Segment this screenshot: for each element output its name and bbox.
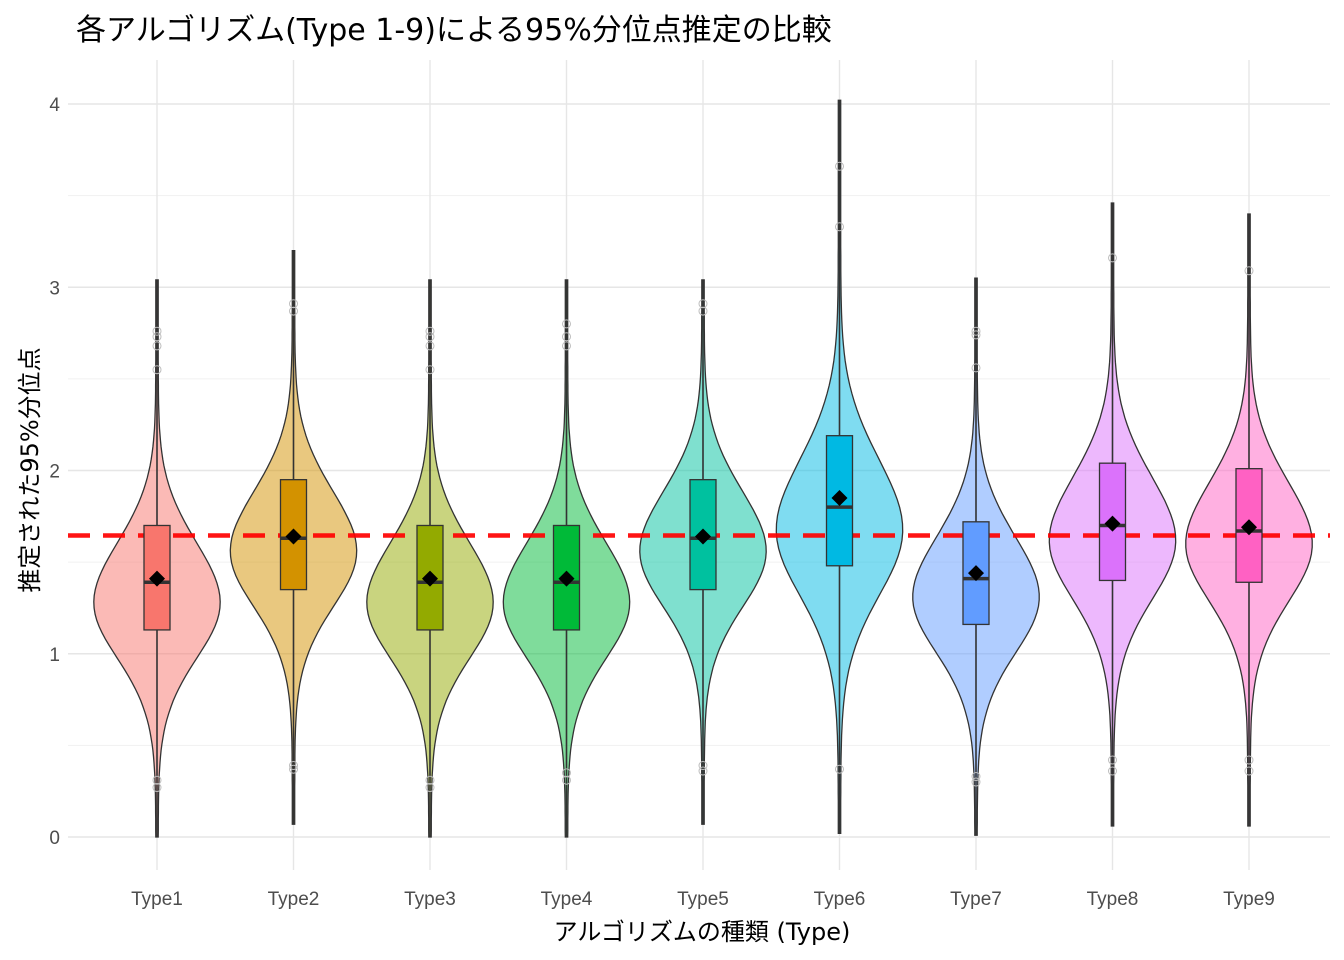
outlier-point [152,341,162,351]
outlier-point [425,341,435,351]
outlier-point [562,319,571,329]
x-tick-label: Type9 [1223,889,1275,910]
x-tick-label: Type7 [950,889,1002,910]
y-tick-label: 3 [49,278,60,299]
outlier-point [425,775,435,785]
outlier-point [835,161,844,171]
box [1098,462,1127,582]
outlier-point [289,306,298,316]
mean-point [285,528,302,545]
x-tick-label: Type8 [1087,889,1139,910]
outlier-point [152,775,162,785]
outlier-point [425,783,435,793]
outlier-point [425,365,435,375]
outlier-point [971,363,981,373]
mean-point [968,565,984,582]
x-axis-title: アルゴリズムの種類 (Type) [554,918,851,946]
outlier-point [152,365,162,375]
outlier-point [562,775,571,785]
outlier-point [971,772,981,782]
mean-point [422,570,438,587]
outlier-point [971,777,981,787]
x-tick-label: Type4 [541,889,593,910]
y-tick-label: 4 [49,95,60,116]
outlier-point [698,306,708,316]
outlier-point [289,764,298,774]
outlier-point [698,761,708,771]
outlier-point [152,332,162,342]
x-tick-label: Type3 [404,889,456,910]
outlier-point [562,341,571,351]
outlier-point [289,299,298,309]
x-tick-label: Type5 [677,889,729,910]
outlier-point [289,761,298,771]
mean-point [1241,519,1257,536]
outlier-point [698,299,708,309]
outlier-point [835,764,844,774]
y-tick-labels: 0 1 2 3 4 [49,95,60,849]
mean-point [831,489,848,506]
x-tick-label: Type1 [131,889,183,910]
x-tick-labels: Type1 Type2 Type3 Type4 Type5 Type6 Type7 Type8… [131,889,1275,910]
mean-point [1104,515,1121,532]
mean-point [149,570,165,587]
outlier-point [835,222,844,232]
outlier-point [1108,253,1117,263]
outlier-point [971,330,981,340]
outlier-point [1244,766,1254,776]
y-tick-label: 0 [49,828,60,849]
y-axis-title: 推定された95%分位点 [16,347,44,592]
outlier-point [1108,755,1117,765]
x-tick-label: Type6 [814,889,866,910]
outlier-point [152,326,162,336]
chart-title: 各アルゴリズム(Type 1-9)による95%分位点推定の比較 [76,13,832,48]
outlier-point [425,332,435,342]
box [416,524,444,631]
mean-point [558,570,575,587]
outlier-point [562,332,571,342]
outlier-point [971,326,981,336]
y-tick-label: 1 [49,645,60,666]
mean-point [695,528,711,545]
outlier-point [698,766,708,776]
outlier-point [1244,266,1254,276]
outlier-point [425,326,435,336]
outlier-point [1244,755,1254,765]
y-tick-label: 2 [49,462,60,483]
x-tick-label: Type2 [268,889,320,910]
outlier-point [1108,766,1117,776]
outlier-point [562,768,571,778]
outlier-point [152,783,162,793]
box-layer [143,100,1263,837]
